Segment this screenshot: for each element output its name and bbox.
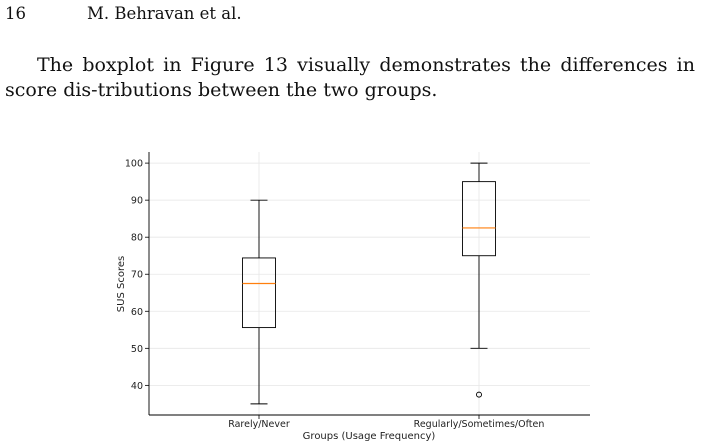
y-axis-label: SUS Scores [116,256,127,312]
iqr-box [242,257,276,329]
axes: 40 50 60 70 80 90 100 Rarely/Never Regularly/Som… [125,152,590,430]
y-tick-label: 70 [131,270,143,281]
box-regularly-sometimes-often [462,162,496,398]
x-tick-label: Regularly/Sometimes/Often [414,419,545,430]
body-paragraph: The boxplot in Figure 13 visually demons… [5,53,695,103]
y-tick-label: 50 [131,344,143,355]
y-tick-label: 60 [131,307,143,318]
body-paragraph-text: The boxplot in Figure 13 visually demons… [5,54,695,101]
box-rarely-never [242,199,276,405]
y-tick-label: 80 [131,233,143,244]
page-number: 16 [5,4,26,23]
outlier-point [476,391,482,398]
grid-lines [149,152,590,415]
y-tick-label: 100 [125,159,143,170]
x-axis-label: Groups (Usage Frequency) [303,431,436,442]
box-layer [242,162,496,405]
y-tick-label: 40 [131,381,143,392]
iqr-box [462,181,496,257]
y-tick-label: 90 [131,196,143,207]
x-tick-label: Rarely/Never [228,419,290,430]
running-authors: M. Behravan et al. [87,4,242,23]
